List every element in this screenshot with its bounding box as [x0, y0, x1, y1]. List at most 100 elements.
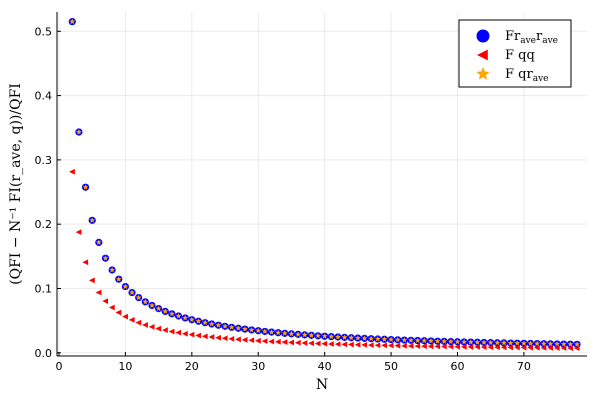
series-f-qq [69, 168, 580, 352]
data-point [467, 339, 474, 345]
data-point [122, 313, 128, 320]
data-point [182, 314, 189, 321]
data-point [407, 343, 414, 349]
data-point [288, 330, 295, 337]
data-point [228, 324, 235, 330]
data-point [288, 339, 295, 346]
legend-label-fr-ave-r-ave: Fraverave [505, 29, 558, 46]
data-point [135, 319, 142, 326]
data-point [428, 337, 434, 344]
data-point [367, 342, 374, 348]
data-point [573, 345, 580, 352]
data-point [75, 229, 82, 235]
data-point [348, 341, 354, 348]
data-point [135, 294, 142, 301]
data-point [208, 320, 215, 327]
legend-marker-red [477, 49, 488, 61]
data-point [414, 343, 421, 349]
data-point [394, 342, 401, 349]
data-point [560, 341, 567, 347]
data-point [560, 345, 567, 351]
data-point [208, 334, 215, 340]
data-point [175, 312, 182, 319]
data-point [301, 340, 308, 346]
y-tick-label: 0.4 [35, 90, 53, 103]
data-point [95, 239, 102, 245]
data-point [480, 344, 487, 351]
data-point [122, 283, 129, 289]
data-point [381, 336, 388, 342]
data-point [348, 334, 355, 341]
x-tick-label: 40 [318, 360, 332, 373]
data-point [527, 344, 534, 351]
data-point [554, 340, 560, 347]
data-point [474, 339, 481, 345]
data-point [235, 325, 242, 331]
data-point [155, 325, 162, 332]
data-point [321, 340, 328, 347]
data-point [82, 259, 89, 266]
data-point [500, 344, 507, 351]
data-point [221, 335, 228, 342]
data-point [534, 340, 541, 347]
data-point [520, 344, 527, 351]
data-point [454, 343, 461, 350]
legend-box [458, 19, 572, 88]
data-point [76, 129, 82, 135]
y-tick-label: 0.1 [35, 282, 53, 295]
x-tick-label: 20 [185, 360, 199, 373]
data-point [255, 337, 261, 344]
data-point [202, 319, 208, 326]
data-point [242, 326, 248, 332]
data-point [69, 168, 75, 175]
data-point [261, 338, 268, 344]
data-point [201, 333, 208, 340]
data-point [487, 344, 494, 351]
legend-label-f-qq: F qq [505, 48, 535, 63]
data-point [102, 255, 109, 261]
data-point [155, 305, 162, 312]
data-point [89, 217, 96, 223]
data-point [262, 328, 268, 334]
data-point [321, 333, 328, 339]
data-point [374, 335, 381, 342]
data-point [553, 345, 560, 351]
data-point [460, 343, 467, 350]
data-point [281, 339, 288, 346]
data-point [354, 341, 361, 348]
data-point [394, 336, 401, 343]
data-point [188, 316, 195, 323]
data-point [521, 340, 527, 346]
data-point [481, 339, 487, 345]
data-point [115, 309, 122, 316]
legend-marker-blue [476, 29, 490, 43]
data-point [195, 332, 202, 339]
data-point [274, 338, 281, 345]
data-point [501, 339, 507, 346]
data-point [268, 329, 275, 335]
data-point [567, 345, 573, 351]
data-point [514, 340, 521, 346]
data-point [341, 334, 348, 340]
data-point [388, 336, 394, 342]
legend: Fraverave F qq F qrave [458, 19, 572, 88]
x-tick-label: 30 [251, 360, 265, 373]
data-point [314, 340, 321, 347]
data-point [142, 322, 148, 328]
data-point [514, 344, 520, 351]
y-tick-label: 0.0 [35, 347, 53, 360]
x-tick-label: 70 [517, 360, 531, 373]
data-point [255, 327, 262, 334]
data-point [355, 335, 361, 341]
data-point [408, 337, 414, 343]
data-point [494, 344, 500, 351]
data-point [361, 335, 368, 341]
data-point [454, 338, 461, 345]
data-point [567, 341, 574, 347]
data-point [547, 345, 554, 351]
data-point [169, 310, 175, 317]
data-point [494, 339, 501, 346]
x-tick-label: 0 [55, 360, 62, 373]
data-point [387, 342, 394, 349]
data-point [175, 329, 182, 336]
